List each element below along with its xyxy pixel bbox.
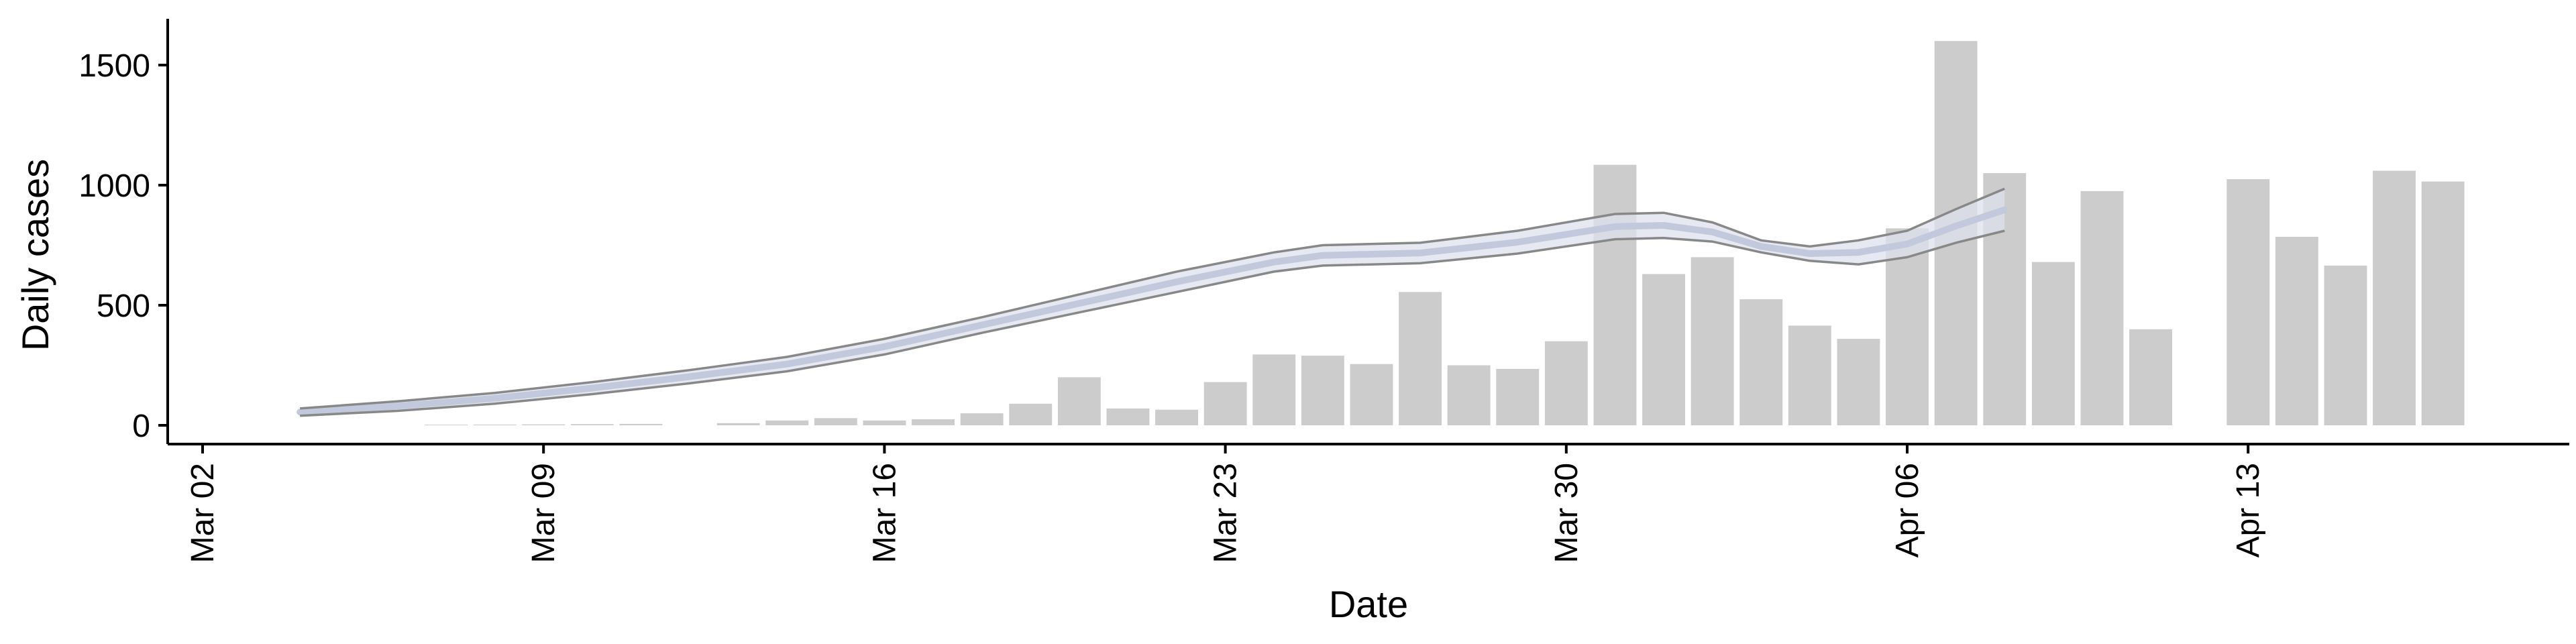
y-tick-label: 0 [132,409,150,444]
x-tick-label: Apr 06 [1890,463,1925,557]
bar [2373,170,2416,425]
bar [765,420,809,425]
bar [619,423,663,425]
bar [863,420,906,425]
bar [2031,262,2075,425]
bar [570,424,614,425]
bar [1593,164,1637,425]
bar [814,418,857,425]
bar [1496,368,1540,425]
bar [2080,191,2124,425]
bar [1690,257,1734,425]
bar [2324,265,2367,425]
x-tick-label: Mar 30 [1549,463,1585,563]
bar [1252,354,1296,425]
bar [1057,377,1101,425]
bar [960,413,1004,425]
bar [1155,409,1198,425]
bar [1399,292,1442,425]
bar [716,423,760,425]
bar [1106,408,1150,425]
bar [1301,356,1344,425]
estimate-band [297,187,2008,417]
x-tick-label: Apr 13 [2231,463,2266,557]
bar [1886,228,1929,425]
bar [1350,364,1393,425]
band-lower-line [300,229,2005,417]
band-upper-line [300,187,2005,410]
bar [1739,299,1783,425]
bar [2421,181,2465,425]
y-tick-label: 1500 [78,48,150,84]
x-axis-title: Date [1329,583,1408,625]
y-tick-label: 500 [97,288,150,324]
y-tick-label: 1000 [78,168,150,204]
bar-series [425,41,2465,425]
y-axis-title: Daily cases [14,159,56,351]
x-tick-label: Mar 23 [1208,463,1244,563]
bar [1788,325,1831,425]
bar [2226,179,2270,425]
bar [1544,341,1588,425]
bar [1009,403,1053,425]
bar [1837,339,1880,425]
bar [2129,329,2172,425]
bar [912,419,955,425]
band-center-line [297,206,2008,416]
bar [1642,274,1685,425]
bar [1203,382,1247,425]
axes: 0 500 1000 1500 Mar 02 Mar 09 Mar 16 Mar 23 Mar … [78,19,2569,563]
bar [2275,237,2318,425]
x-tick-label: Mar 09 [526,463,561,563]
bar [1447,365,1491,425]
x-tick-label: Mar 02 [185,463,221,563]
x-tick-label: Mar 16 [867,463,902,563]
